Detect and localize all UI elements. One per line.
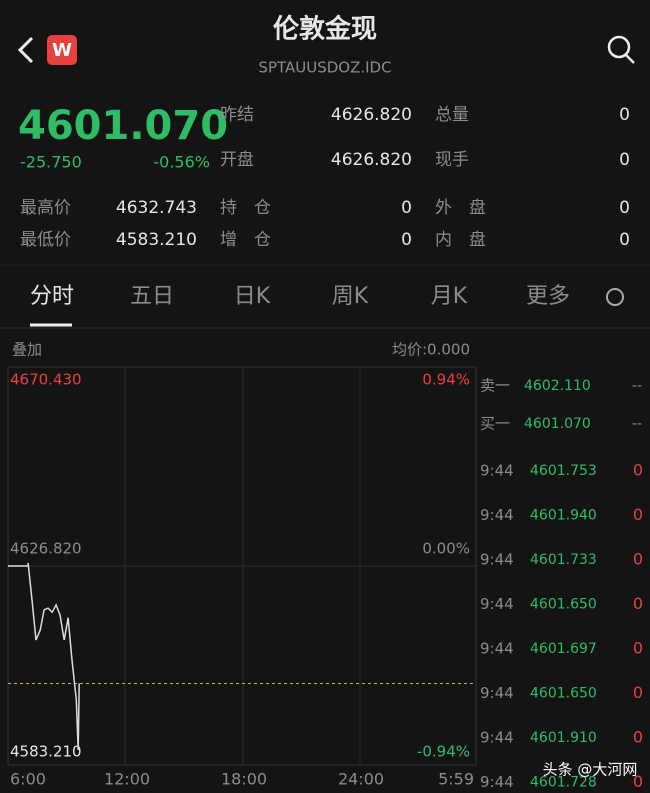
x-label: 24:00 [338,770,384,789]
stat-label: 增 仓 [220,230,271,250]
trade-price: 4601.910 [530,730,597,746]
tab[interactable]: 分时 [30,284,74,309]
icon-letter: W [52,40,72,61]
pct-top: 0.94% [422,371,470,389]
price-mid: 4626.820 [10,540,82,558]
trade-volume: 0 [633,683,643,702]
trade-price: 4601.650 [530,686,597,702]
book-price: 4602.110 [524,378,591,394]
x-label: 6:00 [10,770,46,789]
book-volume: -- [632,378,642,394]
trade-time: 9:44 [480,551,514,569]
trade-time: 9:44 [480,729,514,747]
price-line [8,562,80,751]
trade-price: 4601.940 [530,508,597,524]
change: -25.750 [20,153,82,172]
stat-value: 0 [619,105,630,125]
trade-volume: 0 [633,772,643,791]
trade-time: 9:44 [480,773,514,791]
trade-price: 4601.728 [530,775,597,791]
settings-button[interactable] [606,288,624,306]
trade-price: 4601.733 [530,552,597,568]
stat-label: 外 盘 [435,198,486,218]
trade-time: 9:44 [480,506,514,524]
book-price: 4601.070 [524,416,591,432]
stat-label: 持 仓 [220,198,271,218]
stat-label: 现手 [435,150,469,170]
x-label: 18:00 [221,770,267,789]
tab[interactable]: 更多 [526,284,570,309]
trade-time: 9:44 [480,684,514,702]
stat-label: 开盘 [220,150,254,170]
trade-time: 9:44 [480,640,514,658]
percent: -0.56% [153,153,210,172]
price-bottom: 4583.210 [10,743,82,761]
trade-volume: 0 [633,461,643,480]
tab[interactable]: 周K [332,284,369,309]
pct-bottom: -0.94% [417,743,470,761]
title: 伦敦金现 [273,14,377,45]
trade-price: 4601.697 [530,641,597,657]
tab[interactable]: 月K [431,284,468,309]
trade-time: 9:44 [480,595,514,613]
stat-value: 0 [619,198,630,218]
tab[interactable]: 五日 [130,284,174,309]
trade-volume: 0 [633,505,643,524]
stat-value: 4583.210 [116,230,197,250]
stat-value: 0 [401,230,412,250]
stat-label: 总量 [435,105,469,125]
trade-volume: 0 [633,728,643,747]
stat-value: 0 [619,150,630,170]
pct-mid: 0.00% [422,540,470,558]
trade-time: 9:44 [480,462,514,480]
code: SPTAUUSDOZ.IDC [258,59,391,77]
price-top: 4670.430 [10,371,82,389]
stat-label: 内 盘 [435,230,486,250]
tab[interactable]: 日K [234,284,271,309]
stat-label: 最低价 [20,230,71,250]
trade-price: 4601.753 [530,463,597,479]
stat-value: 4626.820 [331,150,412,170]
stat-value: 4632.743 [116,198,197,218]
search-handle [625,54,635,64]
search-button[interactable] [607,35,631,59]
app-icon[interactable] [47,35,77,65]
overlay: 叠加 [12,341,42,359]
stat-value: 0 [619,230,630,250]
trade-volume: 0 [633,550,643,569]
stat-value: 0 [401,198,412,218]
trade-price: 4601.650 [530,597,597,613]
average: 均价:0.000 [392,341,470,359]
stat-value: 4626.820 [331,105,412,125]
back-button[interactable] [17,36,34,64]
price: 4601.070 [18,103,228,149]
x-label: 12:00 [104,770,150,789]
book-volume: -- [632,416,642,432]
watermark: 头条 @大河网 [543,761,638,779]
trade-volume: 0 [633,639,643,658]
stat-label: 最高价 [20,198,71,218]
stat-label: 昨结 [220,105,254,125]
x-label: 5:59 [438,770,474,789]
book-side: 买一 [480,415,510,433]
book-side: 卖一 [480,377,510,395]
trade-volume: 0 [633,594,643,613]
